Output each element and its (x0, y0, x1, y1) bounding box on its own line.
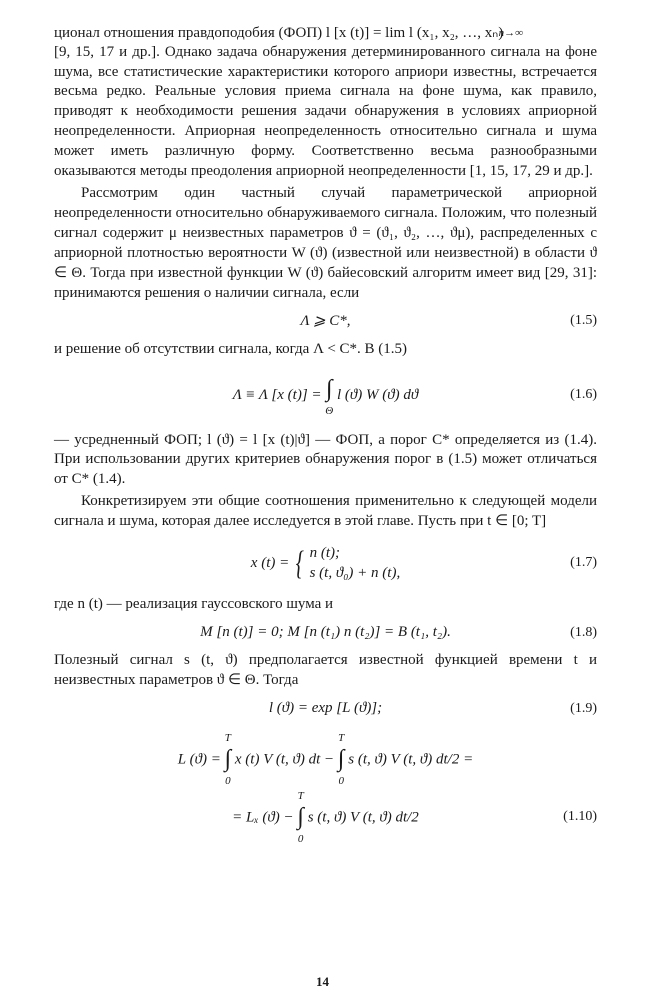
eq6-body: Λ ≡ Λ [x (t)] = ∫Θ l (ϑ) W (ϑ) dϑ (54, 374, 597, 417)
eq6-number: (1.6) (570, 386, 597, 405)
eq7-case2: s (t, ϑ₀) + n (t), (310, 564, 401, 584)
text-p1: ционал отношения правдоподобия (ФОП) l [… (54, 25, 503, 41)
eq9-number: (1.9) (570, 700, 597, 719)
para-5: — усредненный ФОП; l (ϑ) = l [x (t)|ϑ] —… (54, 431, 597, 491)
eq6-lhs: Λ ≡ Λ [x (t)] = (233, 387, 326, 403)
equation-1-8: M [n (t)] = 0; M [n (t₁) n (t₂)] = B (t₁… (54, 623, 597, 643)
para-2: [9, 15, 17 и др.]. Однако задача обнаруж… (54, 43, 597, 183)
eq7-cases: n (t); s (t, ϑ₀) + n (t), (310, 544, 401, 583)
para-3: Рассмотрим один частный случай параметри… (54, 184, 597, 304)
eq10-number: (1.10) (563, 808, 597, 827)
equation-1-10-line1: L (ϑ) = T∫0 x (t) V (t, ϑ) dt − T∫0 s (t… (54, 733, 597, 787)
equation-1-5: Λ ⩾ C*, (1.5) (54, 312, 597, 332)
page-number: 14 (0, 973, 645, 990)
para-7: где n (t) — реализация гауссовского шума… (54, 595, 597, 615)
eq7-lhs: x (t) = (251, 555, 293, 571)
eq10-body2: = Lₓ (ϑ) − T∫0 s (t, ϑ) V (t, ϑ) dt/2 (54, 791, 597, 845)
scanned-page: ционал отношения правдоподобия (ФОП) l [… (0, 0, 645, 1000)
para-6: Конкретизируем эти общие соотношения при… (54, 492, 597, 532)
eq8-body: M [n (t)] = 0; M [n (t₁) n (t₂)] = B (t₁… (54, 623, 597, 643)
eq10-int3: T∫0 (297, 791, 304, 845)
eq8-number: (1.8) (570, 624, 597, 643)
equation-1-9: l (ϑ) = exp [L (ϑ)]; (1.9) (54, 699, 597, 719)
eq10-body1: L (ϑ) = T∫0 x (t) V (t, ϑ) dt − T∫0 s (t… (54, 733, 597, 787)
equation-1-6: Λ ≡ Λ [x (t)] = ∫Θ l (ϑ) W (ϑ) dϑ (1.6) (54, 374, 597, 417)
eq5-number: (1.5) (570, 312, 597, 331)
eq5-body: Λ ⩾ C*, (54, 312, 597, 332)
eq7-body: x (t) = { n (t); s (t, ϑ₀) + n (t), (54, 544, 597, 583)
para-4: и решение об отсутствии сигнала, когда Λ… (54, 340, 597, 360)
eq6-rhs: l (ϑ) W (ϑ) dϑ (333, 387, 418, 403)
eq9-body: l (ϑ) = exp [L (ϑ)]; (54, 699, 597, 719)
para-8: Полезный сигнал s (t, ϑ) предполагается … (54, 651, 597, 691)
equation-1-7: x (t) = { n (t); s (t, ϑ₀) + n (t), (1.7… (54, 544, 597, 583)
eq7-case1: n (t); (310, 544, 401, 564)
equation-1-10-line2: = Lₓ (ϑ) − T∫0 s (t, ϑ) V (t, ϑ) dt/2 (1… (54, 791, 597, 845)
eq7-number: (1.7) (570, 554, 597, 573)
